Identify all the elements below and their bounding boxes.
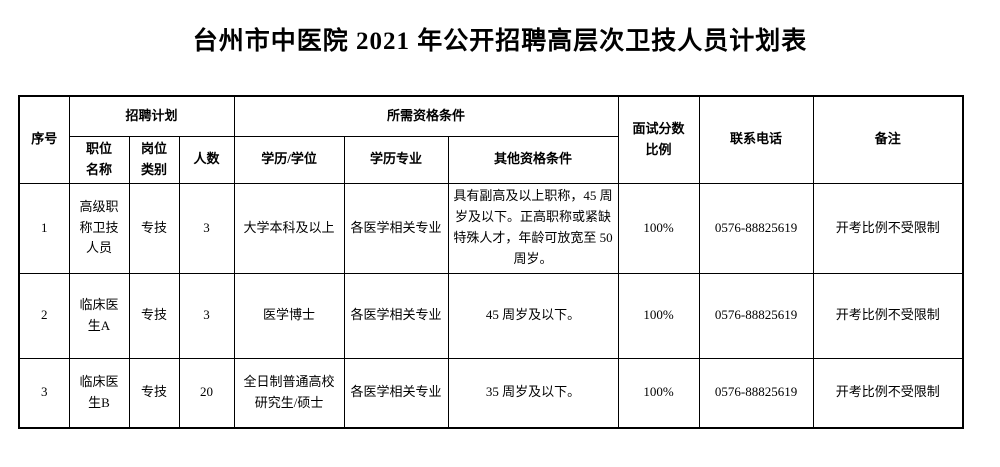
col-header-position-name: 职位 名称	[68, 135, 130, 184]
col-header-recruit-plan-group: 招聘计划	[68, 95, 235, 137]
col-header-remarks: 备注	[812, 95, 964, 184]
cell-other-qualifications: 45 周岁及以下。	[447, 272, 619, 359]
table-row: 3 临床医生B 专技 20 全日制普通高校研究生/硕士 各医学相关专业 35 周…	[18, 357, 964, 429]
cell-contact-phone: 0576-88825619	[698, 182, 814, 274]
col-header-other-qualifications: 其他资格条件	[447, 135, 619, 184]
page-title: 台州市中医院 2021 年公开招聘高层次卫技人员计划表	[192, 28, 808, 55]
cell-headcount: 20	[178, 357, 235, 429]
col-header-education-degree: 学历/学位	[233, 135, 345, 184]
cell-position-name: 临床医生B	[68, 357, 130, 429]
cell-remarks: 开考比例不受限制	[812, 272, 964, 359]
col-header-interview-score-ratio: 面试分数 比例	[617, 95, 700, 184]
cell-education-degree: 全日制普通高校研究生/硕士	[233, 357, 345, 429]
header-row-sub: 职位 名称 岗位 类别 人数 学历/学位 学历专业 其他资格条件	[19, 135, 963, 184]
col-header-serial: 序号	[18, 95, 70, 184]
cell-contact-phone: 0576-88825619	[698, 272, 814, 359]
cell-position-name: 临床医生A	[68, 272, 130, 359]
header-row-top: 序号 招聘计划 所需资格条件 面试分数 比例 联系电话 备注	[18, 95, 964, 184]
cell-education-degree: 大学本科及以上	[233, 182, 345, 274]
cell-remarks: 开考比例不受限制	[812, 182, 964, 274]
cell-headcount: 3	[178, 272, 235, 359]
cell-serial: 3	[18, 357, 70, 429]
recruitment-plan-table: 序号 招聘计划 所需资格条件 面试分数 比例 联系电话 备注 职位 名称 岗位 …	[18, 95, 965, 429]
cell-contact-phone: 0576-88825619	[698, 357, 814, 429]
cell-interview-score-ratio: 100%	[617, 357, 700, 429]
col-header-qualification-group: 所需资格条件	[233, 95, 619, 137]
cell-interview-score-ratio: 100%	[617, 272, 700, 359]
cell-headcount: 3	[178, 182, 235, 274]
cell-serial: 2	[18, 272, 70, 359]
table-row: 2 临床医生A 专技 3 医学博士 各医学相关专业 45 周岁及以下。 100%…	[18, 272, 964, 359]
cell-education-major: 各医学相关专业	[343, 357, 449, 429]
cell-post-category: 专技	[128, 357, 180, 429]
table-row: 1 高级职称卫技人员 专技 3 大学本科及以上 各医学相关专业 具有副高及以上职…	[18, 182, 964, 274]
cell-interview-score-ratio: 100%	[617, 182, 700, 274]
col-header-contact-phone: 联系电话	[698, 95, 814, 184]
cell-other-qualifications: 35 周岁及以下。	[447, 357, 619, 429]
cell-post-category: 专技	[128, 272, 180, 359]
cell-post-category: 专技	[128, 182, 180, 274]
cell-education-major: 各医学相关专业	[343, 182, 449, 274]
col-header-headcount: 人数	[178, 135, 235, 184]
cell-other-qualifications: 具有副高及以上职称，45 周岁及以下。正高职称或紧缺特殊人才，年龄可放宽至 50…	[447, 182, 619, 274]
cell-education-degree: 医学博士	[233, 272, 345, 359]
col-header-post-category: 岗位 类别	[128, 135, 180, 184]
cell-position-name: 高级职称卫技人员	[68, 182, 130, 274]
cell-remarks: 开考比例不受限制	[812, 357, 964, 429]
cell-serial: 1	[18, 182, 70, 274]
col-header-education-major: 学历专业	[343, 135, 449, 184]
cell-education-major: 各医学相关专业	[343, 272, 449, 359]
